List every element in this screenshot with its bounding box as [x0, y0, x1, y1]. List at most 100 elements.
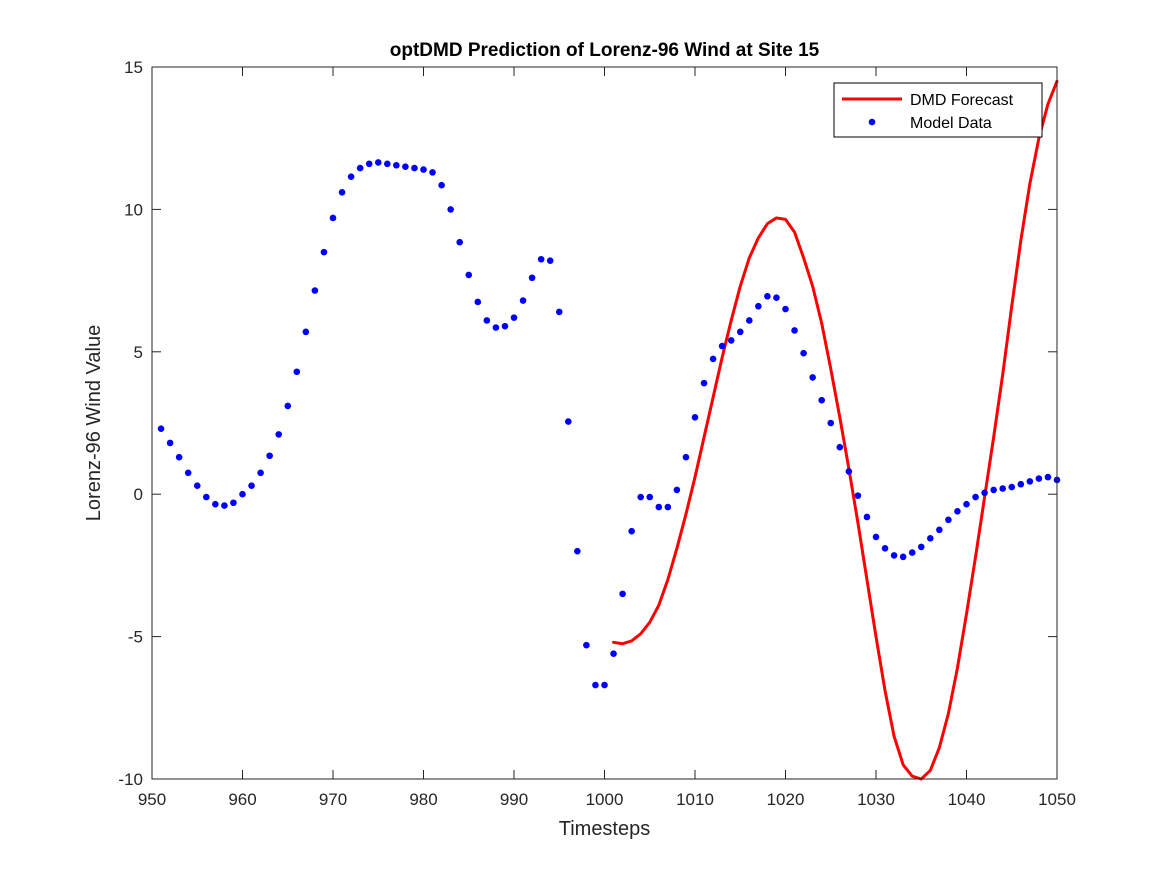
data-point: [972, 493, 979, 501]
y-axis-label: Lorenz-96 Wind Value: [83, 325, 105, 521]
x-tick-label: 1040: [948, 790, 986, 809]
data-point: [637, 493, 644, 501]
data-point: [320, 248, 328, 256]
plot-area: [152, 67, 1057, 779]
data-point: [899, 553, 907, 561]
data-point: [438, 181, 445, 189]
data-point: [963, 500, 970, 508]
data-point: [266, 452, 273, 460]
x-tick-label: 1050: [1038, 790, 1076, 809]
data-point: [610, 650, 617, 657]
data-point: [275, 431, 283, 438]
data-point: [1008, 483, 1016, 491]
data-point: [393, 161, 400, 169]
data-point: [700, 379, 708, 387]
data-point: [954, 507, 961, 515]
data-point: [1017, 480, 1025, 488]
data-point: [338, 189, 346, 196]
data-point: [193, 482, 201, 489]
data-point: [854, 492, 862, 499]
x-tick-label: 980: [409, 790, 437, 809]
data-point: [257, 469, 264, 477]
data-point: [492, 324, 500, 331]
data-point: [347, 173, 355, 180]
data-point: [555, 308, 563, 316]
data-point: [456, 238, 464, 246]
y-tick-label: -5: [128, 628, 143, 647]
data-point: [764, 292, 771, 300]
data-point: [184, 469, 192, 477]
data-point: [565, 418, 572, 425]
data-point: [166, 439, 174, 447]
data-point: [999, 485, 1006, 492]
legend: DMD Forecast Model Data: [833, 82, 1043, 138]
data-point: [890, 552, 898, 559]
data-point: [664, 503, 672, 511]
data-point: [1026, 478, 1034, 485]
y-tick-label: 10: [124, 200, 143, 219]
data-point: [583, 641, 590, 649]
x-tick-label: 1030: [857, 790, 895, 809]
data-point: [221, 502, 228, 509]
data-point: [248, 482, 255, 489]
data-point: [809, 374, 816, 381]
chart-title: optDMD Prediction of Lorenz-96 Wind at S…: [390, 40, 820, 61]
data-point: [800, 349, 807, 357]
x-axis-label: Timesteps: [559, 818, 651, 840]
data-point: [601, 681, 608, 689]
data-point: [836, 443, 844, 451]
series-line-dmd-forecast: [612, 79, 1059, 781]
legend-label-dmd-forecast: DMD Forecast: [910, 92, 1014, 109]
data-point: [673, 486, 681, 494]
data-point: [863, 513, 871, 521]
data-point: [709, 355, 717, 363]
data-point: [284, 402, 292, 410]
legend-label-model-data: Model Data: [910, 115, 992, 132]
data-point: [230, 499, 237, 507]
data-point: [239, 490, 246, 498]
legend-swatch-model-data: [868, 118, 876, 126]
data-point: [917, 543, 925, 551]
data-point: [175, 453, 183, 461]
data-point: [528, 274, 536, 282]
data-point: [212, 500, 219, 508]
data-point: [501, 322, 509, 330]
data-point: [429, 169, 436, 176]
x-tick-label: 950: [138, 790, 166, 809]
data-point: [682, 453, 690, 461]
data-point: [872, 533, 880, 541]
series-layer: [157, 79, 1061, 781]
x-tick-label: 970: [319, 790, 347, 809]
data-point: [655, 503, 663, 511]
data-point: [365, 160, 373, 168]
data-point: [746, 317, 753, 324]
data-point: [402, 163, 409, 170]
data-point: [592, 681, 599, 689]
data-point: [927, 535, 934, 542]
legend-box: [833, 82, 1043, 138]
data-point: [447, 206, 454, 213]
data-point: [574, 547, 581, 555]
data-point: [619, 590, 626, 598]
data-point: [411, 164, 418, 172]
data-point: [981, 489, 988, 497]
data-point: [791, 327, 798, 334]
data-point: [881, 545, 889, 552]
data-point: [293, 368, 301, 376]
x-tick-label: 1010: [676, 790, 714, 809]
x-tick-label: 990: [500, 790, 528, 809]
data-point: [420, 166, 427, 173]
data-point: [827, 419, 835, 427]
data-point: [782, 305, 789, 313]
data-point: [203, 493, 210, 501]
data-point: [755, 302, 762, 310]
data-point: [646, 493, 654, 501]
data-point: [537, 255, 545, 263]
data-point: [510, 314, 518, 321]
data-point: [718, 342, 726, 350]
data-point: [519, 297, 527, 304]
series-markers-model-data: [157, 159, 1061, 689]
data-point: [474, 298, 482, 306]
